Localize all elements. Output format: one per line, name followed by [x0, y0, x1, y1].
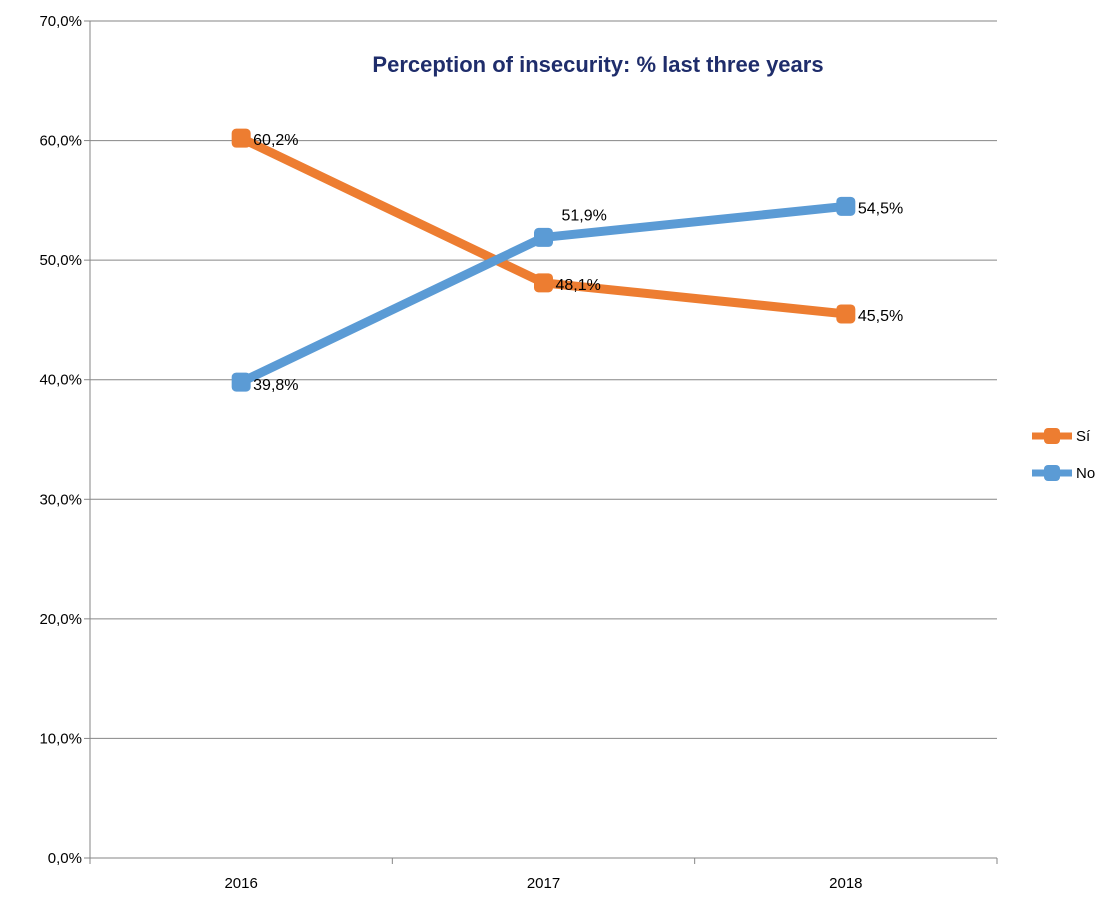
data-label: 51,9%: [562, 207, 607, 224]
y-tick-label: 50,0%: [39, 252, 82, 269]
x-tick-label: 2017: [527, 875, 560, 892]
legend-label: Sí: [1076, 428, 1091, 445]
y-tick-label: 30,0%: [39, 491, 82, 508]
x-tick-label: 2018: [829, 875, 862, 892]
data-point: [836, 304, 856, 324]
legend-label: No: [1076, 465, 1095, 482]
data-point: [534, 227, 553, 247]
data-point: [534, 273, 553, 293]
data-label: 39,8%: [253, 377, 298, 394]
legend-swatch-marker: [1044, 428, 1060, 444]
data-labels: 60,2% 48,1% 45,5% 39,8% 51,9% 54,5%: [253, 132, 903, 394]
y-tick-label: 0,0%: [48, 850, 82, 867]
data-point: [836, 196, 856, 216]
legend-swatch-marker: [1044, 465, 1060, 481]
data-label: 54,5%: [858, 200, 903, 217]
data-label: 60,2%: [253, 132, 298, 149]
x-tick-label: 2016: [224, 875, 257, 892]
data-point: [231, 372, 251, 392]
y-tick-label: 60,0%: [39, 133, 82, 150]
series-lines: [231, 128, 856, 392]
legend: Sí No: [1032, 428, 1095, 482]
chart-title: Perception of insecurity: % last three y…: [372, 52, 823, 77]
y-tick-label: 20,0%: [39, 611, 82, 628]
axes: 0,0% 10,0% 20,0% 30,0% 40,0% 50,0% 60,0% 70,0% 2…: [39, 13, 998, 892]
y-tick-label: 40,0%: [39, 372, 82, 389]
data-point: [231, 128, 251, 148]
y-tick-label: 70,0%: [39, 13, 82, 30]
data-label: 45,5%: [858, 308, 903, 325]
data-label: 48,1%: [556, 277, 601, 294]
gridlines: [90, 20, 997, 739]
y-tick-label: 10,0%: [39, 730, 82, 747]
